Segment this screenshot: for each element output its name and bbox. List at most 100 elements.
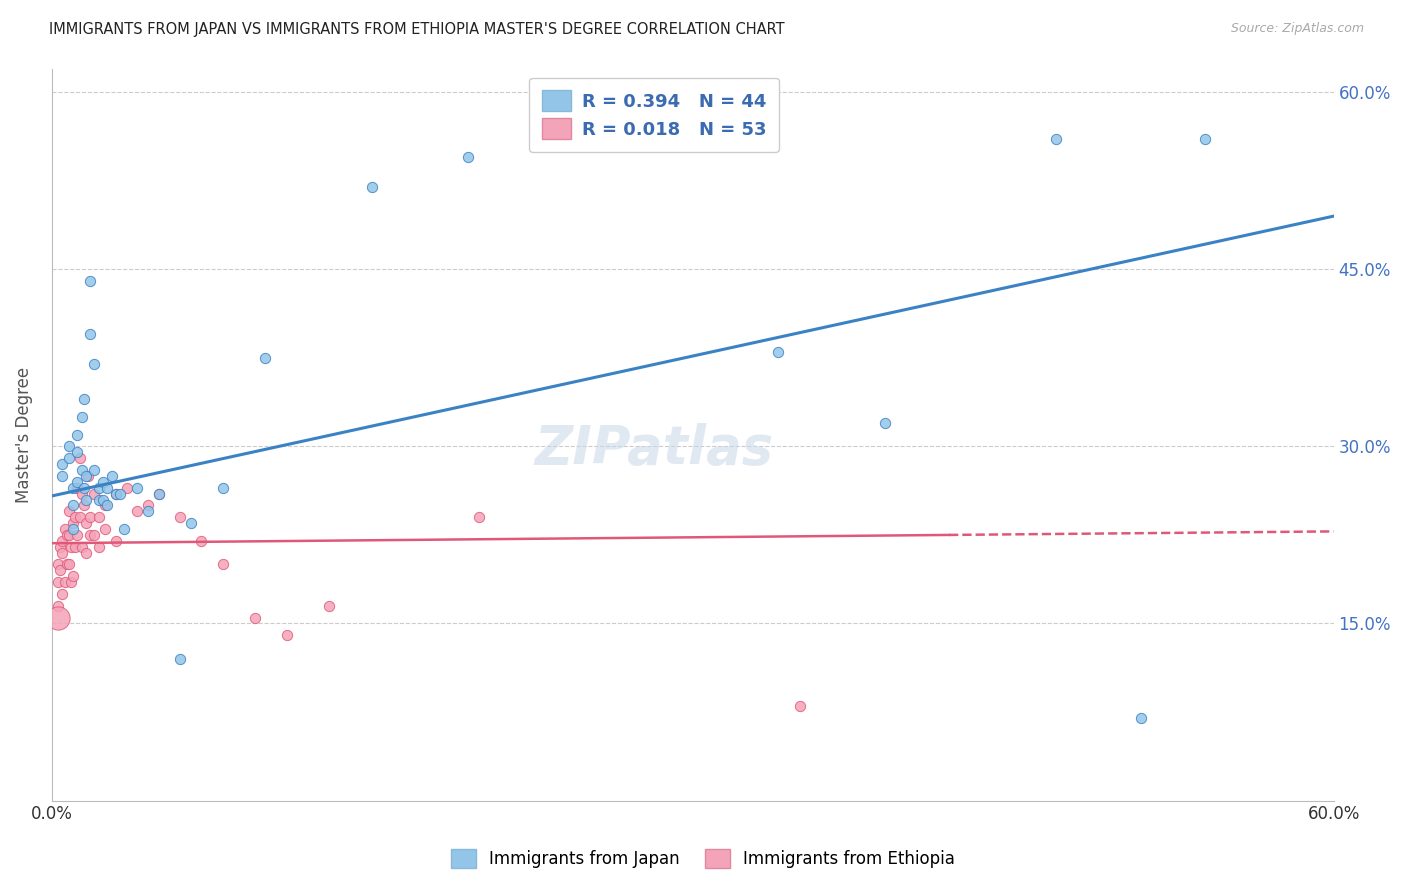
Point: [211, 558, 233, 572]
Point: [83, 486, 105, 500]
Point: [75, 546, 97, 560]
Point: [87, 481, 110, 495]
Y-axis label: Master's Degree: Master's Degree: [15, 367, 32, 502]
Point: [148, 486, 170, 500]
Point: [69, 510, 91, 524]
Point: [361, 179, 384, 194]
Point: [49, 540, 72, 554]
Point: [91, 475, 114, 489]
Point: [87, 540, 110, 554]
Point: [87, 510, 110, 524]
Point: [79, 327, 101, 342]
Point: [65, 510, 87, 524]
Legend: Immigrants from Japan, Immigrants from Ethiopia: Immigrants from Japan, Immigrants from E…: [444, 843, 962, 875]
Point: [66, 475, 89, 489]
Point: [75, 469, 97, 483]
Point: [254, 351, 277, 365]
Point: [79, 528, 101, 542]
Point: [75, 492, 97, 507]
Point: [75, 516, 97, 530]
Point: [115, 481, 138, 495]
Point: [62, 499, 84, 513]
Point: [53, 522, 76, 536]
Point: [51, 469, 73, 483]
Point: [58, 451, 80, 466]
Point: [1194, 132, 1216, 146]
Point: [96, 481, 118, 495]
Point: [91, 492, 114, 507]
Point: [94, 522, 117, 536]
Point: [136, 504, 159, 518]
Point: [83, 528, 105, 542]
Point: [46, 558, 69, 572]
Point: [51, 587, 73, 601]
Point: [58, 558, 80, 572]
Point: [66, 427, 89, 442]
Point: [66, 445, 89, 459]
Point: [73, 481, 96, 495]
Point: [49, 563, 72, 577]
Point: [51, 546, 73, 560]
Point: [276, 628, 298, 642]
Point: [211, 481, 233, 495]
Point: [58, 504, 80, 518]
Point: [77, 469, 100, 483]
Point: [51, 457, 73, 471]
Point: [1045, 132, 1067, 146]
Point: [169, 510, 191, 524]
Point: [79, 510, 101, 524]
Point: [73, 392, 96, 406]
Point: [873, 416, 896, 430]
Point: [112, 522, 135, 536]
Point: [59, 575, 82, 590]
Point: [1130, 711, 1153, 725]
Point: [58, 528, 80, 542]
Point: [46, 599, 69, 613]
Point: [53, 575, 76, 590]
Point: [62, 481, 84, 495]
Point: [87, 492, 110, 507]
Point: [180, 516, 202, 530]
Point: [169, 652, 191, 666]
Legend: R = 0.394   N = 44, R = 0.018   N = 53: R = 0.394 N = 44, R = 0.018 N = 53: [530, 78, 779, 152]
Point: [59, 540, 82, 554]
Point: [73, 499, 96, 513]
Point: [96, 499, 118, 513]
Point: [51, 533, 73, 548]
Point: [55, 528, 77, 542]
Point: [83, 463, 105, 477]
Point: [55, 558, 77, 572]
Point: [58, 439, 80, 453]
Point: [70, 486, 93, 500]
Point: [46, 575, 69, 590]
Point: [468, 510, 491, 524]
Point: [62, 516, 84, 530]
Point: [62, 569, 84, 583]
Point: [104, 533, 127, 548]
Point: [79, 274, 101, 288]
Point: [108, 486, 131, 500]
Point: [190, 533, 212, 548]
Point: [318, 599, 340, 613]
Point: [148, 486, 170, 500]
Point: [243, 610, 266, 624]
Point: [46, 610, 69, 624]
Point: [70, 409, 93, 424]
Point: [62, 522, 84, 536]
Point: [65, 540, 87, 554]
Text: Source: ZipAtlas.com: Source: ZipAtlas.com: [1230, 22, 1364, 36]
Point: [104, 486, 127, 500]
Point: [66, 481, 89, 495]
Point: [100, 469, 122, 483]
Text: ZIPatlas: ZIPatlas: [534, 423, 773, 475]
Point: [94, 499, 117, 513]
Point: [66, 528, 89, 542]
Point: [127, 504, 149, 518]
Point: [69, 451, 91, 466]
Point: [136, 499, 159, 513]
Point: [104, 486, 127, 500]
Point: [789, 699, 811, 714]
Text: IMMIGRANTS FROM JAPAN VS IMMIGRANTS FROM ETHIOPIA MASTER'S DEGREE CORRELATION CH: IMMIGRANTS FROM JAPAN VS IMMIGRANTS FROM…: [49, 22, 785, 37]
Point: [457, 150, 479, 164]
Point: [70, 463, 93, 477]
